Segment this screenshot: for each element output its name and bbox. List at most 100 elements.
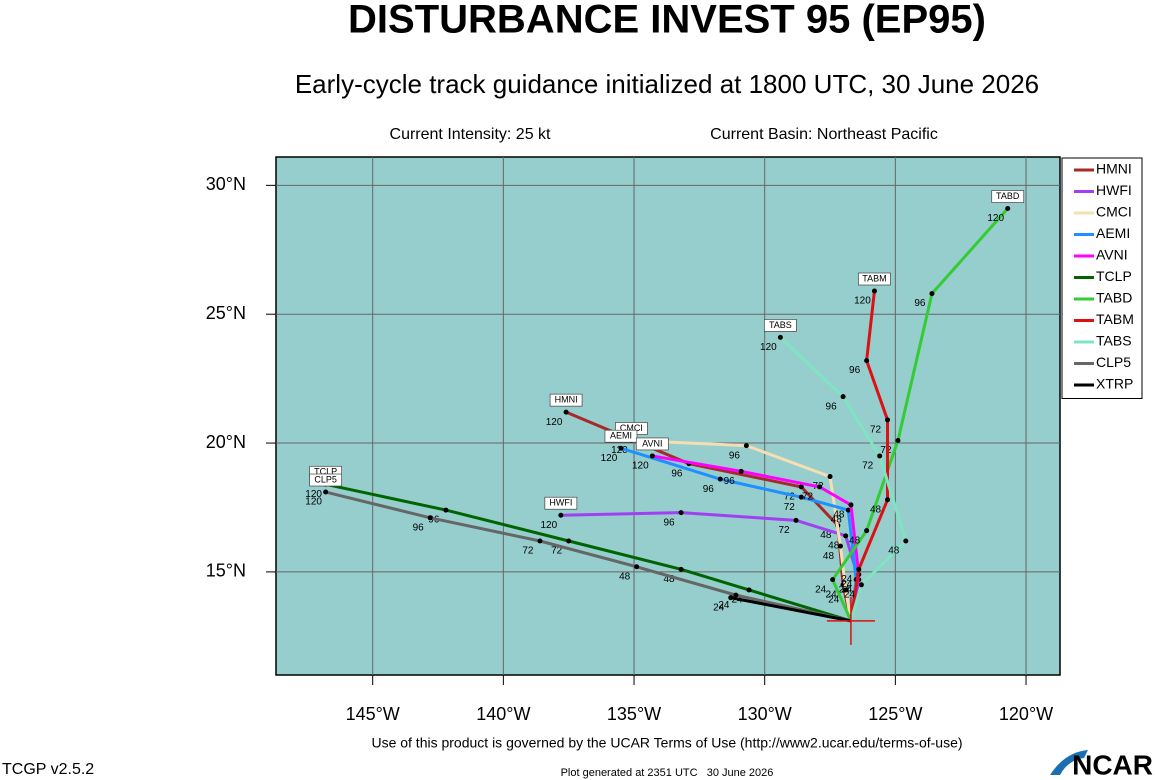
track-point [743, 443, 749, 449]
hour-label: 120 [546, 417, 563, 428]
track-point [848, 502, 854, 508]
track-point [537, 538, 543, 544]
hour-label: 48 [870, 504, 882, 515]
track-line [830, 207, 1009, 622]
hour-label: 120 [611, 445, 628, 456]
hour-label: 72 [551, 546, 563, 557]
track-point [885, 497, 891, 503]
legend-label: TABD [1096, 290, 1132, 306]
track-point [798, 494, 804, 500]
track-point [871, 288, 877, 294]
track-line [730, 596, 852, 623]
end-tag: HMNI [555, 395, 578, 405]
plot-layer: 24 48 72 96 120 HMNI 24 48 72 96 120 HWFI 24 48 72 96 12… [276, 157, 1060, 675]
terms: Use of this product is governed by the U… [371, 735, 962, 751]
hour-label: 24 [828, 595, 840, 606]
current-position [826, 596, 875, 645]
chart-subtitle: Early-cycle track guidance initialized a… [295, 69, 1039, 99]
track-point [885, 417, 891, 423]
track-point [827, 474, 833, 480]
version: TCGP v2.5.2 [2, 761, 94, 778]
track-point [323, 489, 329, 495]
hour-label: 24 [815, 584, 827, 595]
end-tag: TABD [996, 191, 1020, 201]
track-point [618, 445, 624, 451]
legend-label: HMNI [1096, 161, 1132, 177]
hour-label: 96 [413, 522, 425, 533]
hour-label: 120 [632, 461, 649, 472]
track-point [845, 507, 851, 513]
x-tick-label: 135°W [607, 704, 661, 724]
track-point [843, 587, 849, 593]
track-point [864, 358, 870, 364]
chart-title: DISTURBANCE INVEST 95 (EP95) [348, 0, 986, 42]
end-tag: TABM [862, 273, 886, 283]
track-point [903, 538, 909, 544]
legend-label: CMCI [1096, 204, 1132, 220]
track-point [840, 394, 846, 400]
track-point [427, 515, 433, 521]
hour-label: 72 [784, 492, 796, 503]
hour-label: 72 [778, 525, 790, 536]
track-point [746, 587, 752, 593]
track-point [443, 507, 449, 513]
track-point [678, 510, 684, 516]
hour-label: 48 [888, 546, 900, 557]
basin: Current Basin: Northeast Pacific [710, 126, 938, 143]
track-point [843, 533, 849, 539]
generated: Plot generated at 2351 UTC 30 June 2026 [561, 767, 774, 779]
end-tag: AEMI [610, 431, 632, 441]
track-point [678, 566, 684, 572]
hour-label: 48 [831, 515, 843, 526]
hour-label: 96 [826, 401, 838, 412]
hour-label: 48 [664, 574, 676, 585]
end-tag: TCLP [314, 467, 337, 477]
y-tick-label: 20°N [206, 432, 246, 452]
track-line [849, 290, 890, 622]
hour-label: 48 [619, 571, 631, 582]
hour-label: 72 [802, 492, 814, 503]
track-point [1005, 206, 1011, 212]
x-tick-label: 120°W [999, 704, 1053, 724]
hour-label: 120 [601, 453, 618, 464]
hour-label: 120 [541, 520, 558, 531]
end-tag-box [604, 429, 638, 443]
x-tick-label: 145°W [346, 704, 400, 724]
hour-label: 48 [849, 535, 861, 546]
end-tag: CLP5 [314, 474, 337, 484]
track-point [895, 437, 901, 443]
hour-label: 96 [664, 517, 676, 528]
track-line [325, 490, 852, 623]
end-tag-box [991, 190, 1025, 203]
legend-label: TABM [1096, 311, 1134, 327]
hour-label: 48 [820, 530, 832, 541]
end-tag-box [858, 272, 891, 286]
hour-label: 24 [841, 579, 853, 590]
end-tag-box [764, 319, 797, 332]
legend-label: HWFI [1096, 182, 1132, 198]
track-point [837, 543, 843, 549]
end-tag: AVNI [642, 438, 662, 448]
logo: NCAR [1072, 749, 1153, 780]
hour-label: 72 [784, 502, 796, 513]
track-line [325, 482, 852, 623]
legend-label: TABS [1096, 333, 1132, 349]
x-tick-label: 130°W [738, 704, 792, 724]
plot-area [275, 156, 1061, 676]
hour-label: 48 [828, 540, 840, 551]
hour-label: 120 [854, 296, 871, 307]
legend-label: AVNI [1096, 247, 1128, 263]
end-tag-box [635, 437, 669, 451]
hour-label: 24 [718, 600, 730, 611]
end-tag: TABS [769, 320, 792, 330]
track-point [717, 476, 723, 482]
y-tick-label: 25°N [206, 303, 246, 323]
hour-label: 96 [671, 468, 683, 479]
intensity: Current Intensity: 25 kt [390, 126, 552, 143]
hour-label: 24 [841, 574, 853, 585]
track-point [864, 528, 870, 534]
hour-label: 24 [839, 584, 851, 595]
track-point [798, 484, 804, 490]
